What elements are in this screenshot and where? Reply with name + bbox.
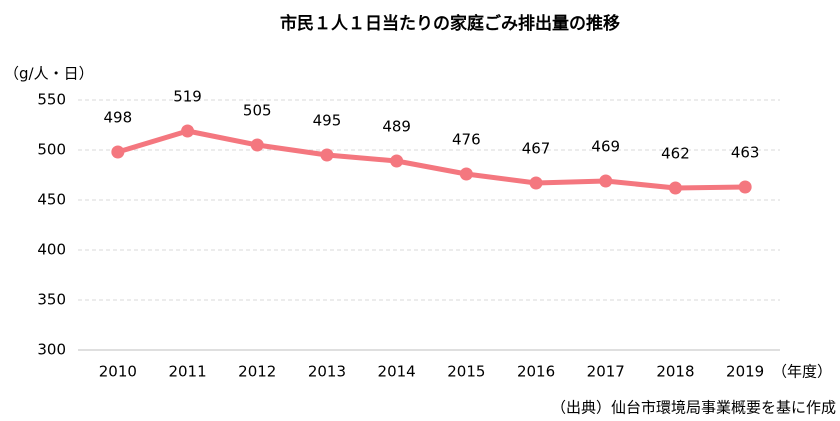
- data-point: [459, 167, 473, 181]
- data-point: [738, 180, 752, 194]
- data-label: 519: [173, 88, 202, 106]
- data-label: 505: [243, 102, 272, 120]
- data-point: [599, 174, 613, 188]
- x-tick-label: 2010: [99, 363, 137, 381]
- data-point: [668, 181, 682, 195]
- data-label: 476: [452, 131, 481, 149]
- x-tick-label: 2019: [726, 363, 764, 381]
- data-point: [250, 138, 264, 152]
- data-point: [390, 154, 404, 168]
- data-point: [111, 145, 125, 159]
- x-tick-label: 2018: [656, 363, 694, 381]
- x-tick-label: 2014: [378, 363, 416, 381]
- source-note: （出典）仙台市環境局事業概要を基に作成: [551, 399, 836, 417]
- data-point: [181, 124, 195, 138]
- y-tick-label: 550: [37, 91, 66, 109]
- data-point: [320, 148, 334, 162]
- data-label: 469: [591, 138, 620, 156]
- x-axis-label: （年度）: [772, 363, 832, 381]
- y-tick-label: 500: [37, 141, 66, 159]
- x-tick-label: 2013: [308, 363, 346, 381]
- data-line: [117, 128, 746, 191]
- x-tick-label: 2012: [238, 363, 276, 381]
- x-tick-label: 2015: [447, 363, 485, 381]
- data-label: 467: [522, 140, 551, 158]
- y-tick-label: 450: [37, 191, 66, 209]
- x-tick-label: 2016: [517, 363, 555, 381]
- chart-title: 市民１人１日当たりの家庭ごみ排出量の推移: [280, 13, 620, 34]
- data-label: 495: [313, 112, 342, 130]
- x-tick-label: 2011: [168, 363, 206, 381]
- y-tick-label: 300: [37, 341, 66, 359]
- data-label: 463: [731, 144, 760, 162]
- y-tick-label: 350: [37, 291, 66, 309]
- data-label: 498: [104, 109, 133, 127]
- y-tick-label: 400: [37, 241, 66, 259]
- y-axis-label: （g/人・日）: [4, 65, 94, 83]
- data-point: [529, 176, 543, 190]
- data-label: 489: [382, 118, 411, 136]
- x-tick-label: 2017: [587, 363, 625, 381]
- data-label: 462: [661, 145, 690, 163]
